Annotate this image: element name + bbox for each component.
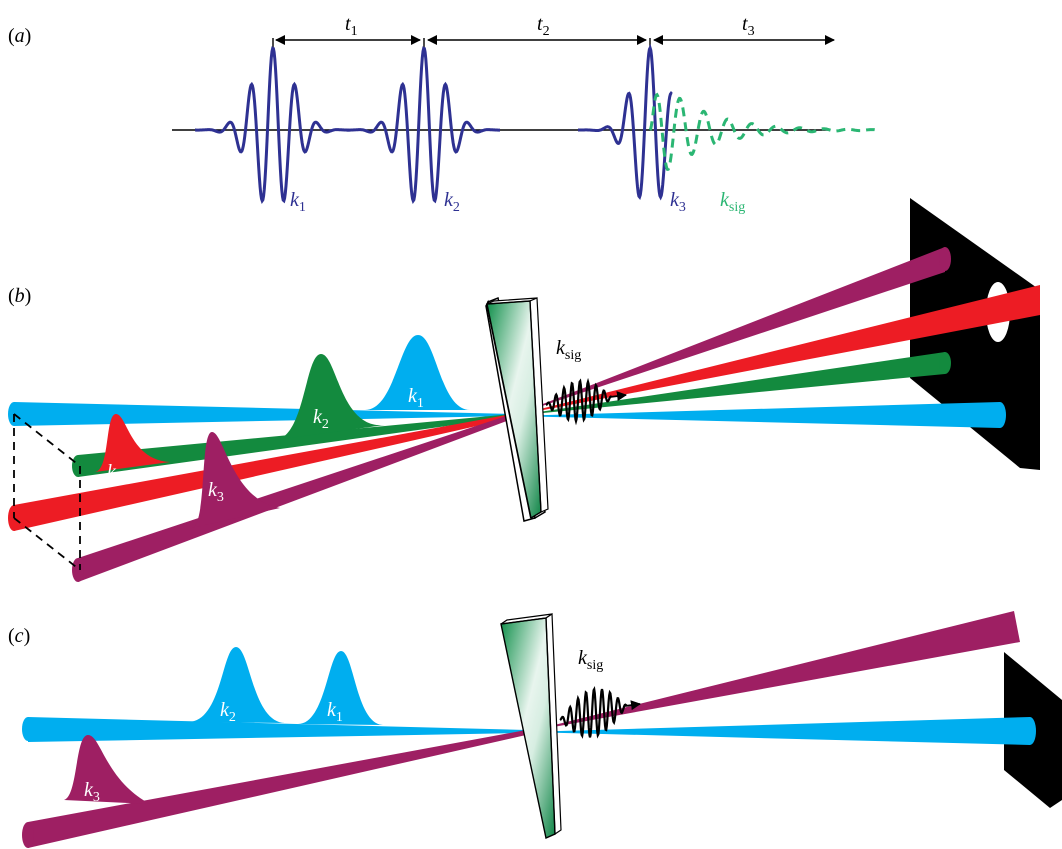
- beam-k1-out: [512, 402, 1000, 428]
- sample-plate-b: [486, 297, 549, 520]
- pulse-label-k1: k1: [290, 189, 306, 215]
- panel-a-label: (a): [8, 25, 31, 47]
- signal-arrow-c: [624, 700, 641, 711]
- signal-wave-c: [559, 685, 628, 739]
- signal-arrow-b: [609, 391, 627, 402]
- beam-lo-out: [512, 285, 1040, 416]
- beam-lo-in: [14, 414, 512, 531]
- pulse-envelope-k1: [365, 335, 470, 410]
- pulse-k1-waveform: [195, 46, 350, 205]
- delay-label-t1: t1: [345, 13, 358, 39]
- panel-b-label: (b): [8, 285, 31, 307]
- beam-geometry-box: [13, 413, 81, 571]
- pulse-envelope-k3-c: [64, 735, 150, 804]
- panel-c-label: (c): [8, 625, 30, 647]
- pulse-envelope-k3: [192, 432, 280, 528]
- beam-label-lo: kLO: [107, 461, 135, 487]
- beam-label-k2: k2: [313, 406, 329, 432]
- beam-label-k1-c: k1: [327, 699, 343, 725]
- signal-waveform: [648, 92, 875, 172]
- delay-label-t2: t2: [537, 13, 550, 39]
- signal-label-b: ksig: [556, 337, 581, 363]
- beam-label-k3-c: k3: [84, 779, 100, 805]
- beam-label-k1: k1: [408, 385, 424, 411]
- beam-signal-out-c: [526, 611, 1020, 732]
- panel-a: (a) t1 t2 t3 k1 k2 k3 ksig: [8, 13, 875, 215]
- signal-label-c: ksig: [578, 647, 603, 673]
- panel-c: (c) k2 k1 k3 ksig: [8, 611, 1062, 848]
- pulse-label-k3: k3: [670, 189, 686, 215]
- beam-label-k2-c: k2: [220, 699, 236, 725]
- panel-b: (b) k1 k2 k3 kLO: [8, 198, 1040, 582]
- pulse-envelope-lo: [95, 414, 170, 472]
- beam-k1k2-out: [526, 717, 1030, 745]
- beam-k1k2-in: [28, 717, 526, 742]
- beam-k2-in: [78, 414, 512, 477]
- sample-plate-c: [500, 612, 562, 839]
- pulse-k2-waveform: [346, 46, 500, 205]
- beam-k3-in: [78, 414, 512, 582]
- signal-wave-b: [545, 377, 612, 426]
- pulse-envelope-k2: [275, 354, 385, 440]
- pulse-envelope-k2-c: [188, 647, 285, 723]
- pulse-envelope-k1-c: [298, 651, 383, 725]
- signal-label-ksig: ksig: [720, 189, 745, 215]
- delay-label-t3: t3: [742, 13, 755, 39]
- pulse-k3-waveform: [578, 44, 673, 201]
- pulse-label-k2: k2: [444, 189, 460, 215]
- beam-label-k3: k3: [208, 479, 224, 505]
- beam-k1-in: [14, 402, 512, 426]
- beam-k3-in-c: [28, 730, 526, 848]
- beam-k3-out: [512, 247, 945, 416]
